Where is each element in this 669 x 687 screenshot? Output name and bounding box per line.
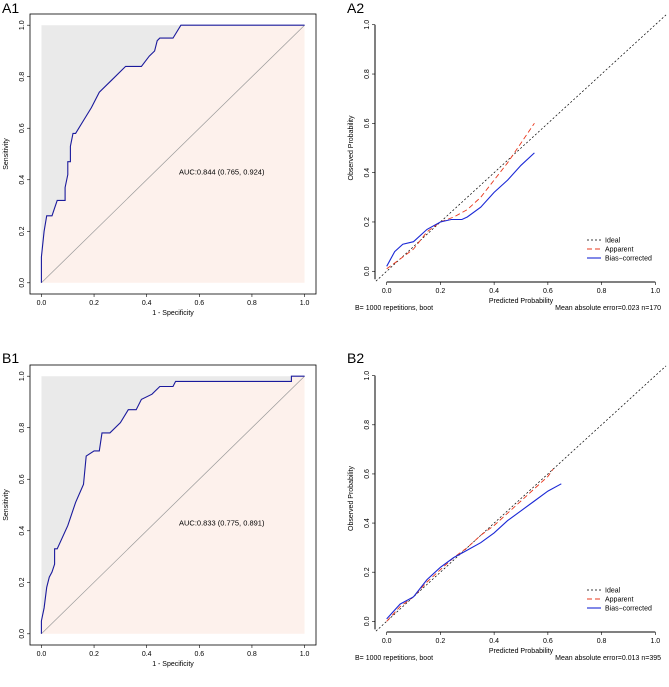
roc-curve xyxy=(40,375,305,634)
diagonal-line xyxy=(41,375,305,635)
x-tick-label: 0.2 xyxy=(89,651,99,658)
x-axis-title: Predicted Probability xyxy=(489,648,554,655)
apparent-line xyxy=(386,123,535,270)
x-tick-label: 0.4 xyxy=(142,651,152,658)
x-tick-label: 1.0 xyxy=(300,300,310,307)
x-tick-label: 0.6 xyxy=(543,288,553,295)
x-tick-label: 0.8 xyxy=(597,638,607,645)
bias-corrected-line xyxy=(386,152,535,267)
x-tick-label: 1.0 xyxy=(650,288,660,295)
y-tick-label: 0.6 xyxy=(364,469,371,479)
auc-label: AUC:0.844 (0.765, 0.924) xyxy=(179,168,265,177)
y-tick-label: 1.0 xyxy=(364,371,371,381)
y-axis-title: Sensitivity xyxy=(3,489,10,521)
y-tick-label: 1.0 xyxy=(364,20,371,30)
roc-curve xyxy=(40,24,305,283)
panel-a2-calibration: A2 Ideal Apparent Bias−corrected B= 1000 re… xyxy=(347,0,667,312)
legend-label: Ideal xyxy=(605,588,621,595)
diagonal-line xyxy=(41,24,305,284)
x-tick-label: 0.4 xyxy=(489,638,499,645)
y-axis-title: Observed Probability xyxy=(348,115,355,180)
y-tick-label: 0.0 xyxy=(19,629,26,639)
panel-label: B2 xyxy=(347,350,364,366)
y-tick-label: 0.2 xyxy=(19,226,26,236)
y-axis-title: Observed Probability xyxy=(348,466,355,531)
x-tick-label: 0.4 xyxy=(142,300,152,307)
x-tick-label: 0.0 xyxy=(382,288,392,295)
panel-label: A1 xyxy=(2,0,19,16)
ideal-line xyxy=(375,14,667,282)
x-tick-label: 0.2 xyxy=(436,288,446,295)
y-tick-label: 0.0 xyxy=(364,616,371,626)
y-tick-label: 0.2 xyxy=(364,217,371,227)
x-tick-label: 0.0 xyxy=(382,638,392,645)
x-tick-label: 0.6 xyxy=(194,651,204,658)
x-tick-label: 1.0 xyxy=(650,638,660,645)
legend-label: Apparent xyxy=(605,247,633,254)
x-tick-label: 0.0 xyxy=(37,651,47,658)
y-tick-label: 1.0 xyxy=(19,20,26,30)
x-tick-label: 0.8 xyxy=(597,288,607,295)
y-tick-label: 0.8 xyxy=(19,72,26,82)
x-tick-label: 0.2 xyxy=(436,638,446,645)
panel-a1-roc: A1 AUC:0.844 (0.765, 0.924) 0.0 0.0 0.2 0.2 0… xyxy=(2,0,317,317)
x-tick-label: 0.0 xyxy=(37,300,47,307)
auc-label: AUC:0.833 (0.775, 0.891) xyxy=(179,519,265,528)
y-tick-label: 0.6 xyxy=(19,474,26,484)
panel-b1-roc: B1 AUC:0.833 (0.775, 0.891) 0.0 0.0 0.2 0.2 0… xyxy=(2,350,317,668)
ideal-line xyxy=(375,365,667,632)
y-tick-label: 0.4 xyxy=(19,175,26,185)
x-axis-title: 1 - Specificity xyxy=(152,310,194,317)
apparent-line xyxy=(386,468,554,622)
panel-label: A2 xyxy=(347,0,364,16)
footer-left: B= 1000 repetitions, boot xyxy=(355,305,433,312)
x-axis-title: Predicted Probability xyxy=(489,298,554,305)
x-tick-label: 0.6 xyxy=(194,300,204,307)
y-tick-label: 0.4 xyxy=(19,526,26,536)
legend-label: Bias−corrected xyxy=(605,256,652,263)
y-tick-label: 0.4 xyxy=(364,168,371,178)
y-tick-label: 0.8 xyxy=(364,69,371,79)
x-tick-label: 0.6 xyxy=(543,638,553,645)
legend-label: Ideal xyxy=(605,238,621,245)
x-tick-label: 0.2 xyxy=(89,300,99,307)
x-tick-label: 1.0 xyxy=(300,651,310,658)
y-tick-label: 0.2 xyxy=(364,567,371,577)
x-axis-title: 1 - Specificity xyxy=(152,661,194,668)
x-tick-label: 0.4 xyxy=(489,288,499,295)
y-axis-title: Sensitivity xyxy=(3,138,10,170)
x-tick-label: 0.8 xyxy=(247,300,257,307)
y-tick-label: 0.6 xyxy=(364,118,371,128)
y-tick-label: 0.4 xyxy=(364,518,371,528)
plot-frame xyxy=(29,364,317,646)
y-tick-label: 0.6 xyxy=(19,123,26,133)
bias-corrected-line xyxy=(386,483,562,620)
panel-label: B1 xyxy=(2,350,19,366)
footer-right: Mean absolute error=0.013 n=395 xyxy=(555,655,661,662)
upper-area xyxy=(41,25,305,283)
y-tick-label: 1.0 xyxy=(19,371,26,381)
upper-area xyxy=(41,376,305,634)
legend-label: Apparent xyxy=(605,597,633,604)
y-tick-label: 0.0 xyxy=(19,278,26,288)
y-tick-label: 0.0 xyxy=(364,266,371,276)
x-tick-label: 0.8 xyxy=(247,651,257,658)
legend-label: Bias−corrected xyxy=(605,606,652,613)
footer-left: B= 1000 repetitions, boot xyxy=(355,655,433,662)
panel-b2-calibration: B2 Ideal Apparent Bias−corrected B= 1000 re… xyxy=(347,350,667,662)
plot-frame xyxy=(29,13,317,295)
y-tick-label: 0.2 xyxy=(19,577,26,587)
y-tick-label: 0.8 xyxy=(19,423,26,433)
footer-right: Mean absolute error=0.023 n=170 xyxy=(555,305,661,312)
y-tick-label: 0.8 xyxy=(364,420,371,430)
